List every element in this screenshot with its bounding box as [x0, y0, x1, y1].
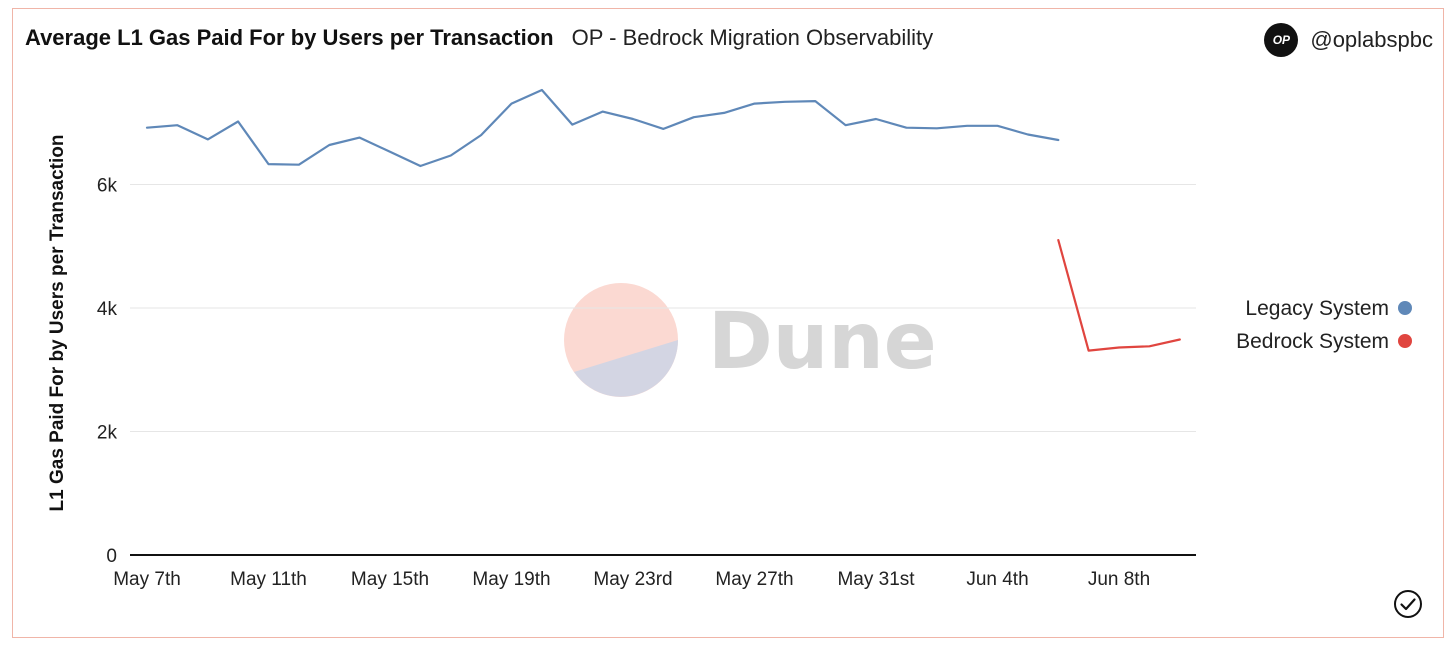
series-line-legacy-system[interactable] [145, 88, 1060, 168]
chart-title: Average L1 Gas Paid For by Users per Tra… [25, 25, 554, 50]
dashboard-subtitle[interactable]: OP - Bedrock Migration Observability [571, 25, 934, 50]
y-axis-ticks: 0 2k 4k 6k [97, 176, 118, 568]
watermark-circle-bottom [574, 340, 678, 397]
x-tick-label: May 11th [230, 569, 307, 590]
x-tick-label: May 7th [113, 569, 181, 590]
x-tick-label: May 19th [472, 569, 550, 590]
watermark-text: Dune [708, 297, 937, 387]
brand-handle[interactable]: @oplabspbc [1310, 27, 1433, 52]
title-row: Average L1 Gas Paid For by Users per Tra… [25, 25, 933, 51]
chart-card: Average L1 Gas Paid For by Users per Tra… [12, 8, 1444, 638]
x-axis-ticks: May 7th May 11th May 15th May 19th May 23rd M… [113, 569, 1150, 590]
x-tick-label: May 27th [715, 569, 793, 590]
series-line-bedrock-system[interactable] [1057, 239, 1181, 352]
legend-label[interactable]: Bedrock System [1236, 330, 1389, 353]
dune-watermark: Dune [564, 283, 937, 397]
x-tick-label: Jun 8th [1088, 569, 1150, 590]
x-tick-label: May 31st [837, 569, 915, 590]
legend-label[interactable]: Legacy System [1245, 297, 1389, 320]
legend: Legacy System Bedrock System [1236, 297, 1412, 353]
op-logo-icon: OP [1264, 23, 1299, 57]
legend-dot-icon [1398, 301, 1412, 315]
y-tick-label: 4k [97, 299, 118, 320]
series-lines [145, 88, 1181, 352]
y-axis-label: L1 Gas Paid For by Users per Transaction [47, 135, 68, 512]
x-tick-label: May 15th [351, 569, 429, 590]
y-tick-label: 0 [106, 546, 117, 567]
check-circle-icon[interactable] [1393, 589, 1423, 619]
legend-dot-icon [1398, 334, 1412, 348]
x-tick-label: Jun 4th [966, 569, 1028, 590]
y-tick-label: 6k [97, 176, 118, 197]
grid-lines [130, 184, 1196, 432]
brand[interactable]: OP @oplabspbc [1264, 23, 1433, 57]
y-tick-label: 2k [97, 423, 118, 444]
x-tick-label: May 23rd [593, 569, 672, 590]
